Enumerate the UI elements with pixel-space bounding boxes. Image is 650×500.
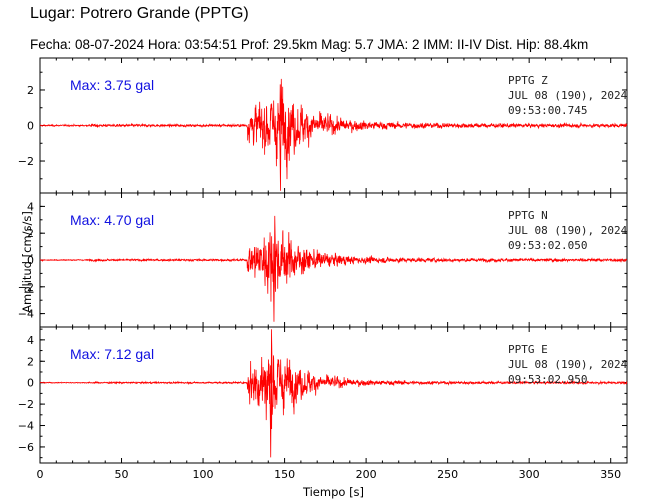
y-tick-label: 2	[27, 227, 34, 240]
station-component: PPTG E	[508, 343, 548, 356]
x-tick-label: 200	[356, 468, 377, 481]
panel-n: 4 2 0 −2 −4 Max: 4.70 gal PPTG N JUL 08 (190), …	[18, 192, 628, 328]
y-tick-label: 2	[27, 355, 34, 368]
x-tick-label: 100	[193, 468, 214, 481]
max-label: Max: 4.70 gal	[70, 212, 154, 228]
waveform-e	[39, 329, 628, 458]
waveform-z	[39, 78, 628, 191]
station-date: JUL 08 (190), 2024	[508, 358, 628, 371]
x-tick-label: 350	[600, 468, 621, 481]
station-component: PPTG N	[508, 209, 548, 222]
station-date: JUL 08 (190), 2024	[508, 224, 628, 237]
x-tick-label: 300	[519, 468, 540, 481]
page-title: Lugar: Potrero Grande (PPTG)	[30, 5, 249, 22]
panel-z: 2 0 −2 Max: 3.75 gal PPTG Z JUL 08 (190), 202…	[18, 57, 628, 194]
y-tick-label: −2	[18, 398, 34, 411]
station-time: 09:53:02.050	[508, 239, 587, 252]
y-tick-label: −4	[18, 420, 34, 433]
y-axis-label: Amplitud [cm/s/s]	[20, 211, 34, 313]
y-tick-label: 0	[27, 254, 34, 267]
y-tick-label: 0	[27, 120, 34, 133]
event-info: Fecha: 08-07-2024 Hora: 03:54:51 Prof: 2…	[30, 37, 589, 52]
x-tick-label: 250	[437, 468, 458, 481]
max-label: Max: 3.75 gal	[70, 77, 154, 93]
x-tick-label: 0	[37, 468, 44, 481]
station-time: 09:53:00.745	[508, 104, 587, 117]
y-tick-label: −2	[18, 155, 34, 168]
waveform-n	[39, 215, 628, 322]
y-tick-label: −2	[18, 281, 34, 294]
x-axis-label: Tiempo [s]	[302, 485, 364, 499]
station-date: JUL 08 (190), 2024	[508, 89, 628, 102]
station-time: 09:53:02.950	[508, 373, 587, 386]
y-tick-label: 0	[27, 377, 34, 390]
x-tick-label: 50	[115, 468, 129, 481]
y-tick-label: −6	[18, 441, 34, 454]
y-tick-label: 4	[27, 200, 34, 213]
x-tick-label: 150	[274, 468, 295, 481]
y-tick-label: 4	[27, 334, 34, 347]
y-tick-label: 2	[27, 84, 34, 97]
max-label: Max: 7.12 gal	[70, 346, 154, 362]
station-component: PPTG Z	[508, 74, 548, 87]
panel-e: 4 2 0 −2 −4 −6 Max: 7.12 gal PPTG E JUL 08 (190)…	[18, 326, 628, 464]
y-tick-label: −4	[18, 308, 34, 321]
